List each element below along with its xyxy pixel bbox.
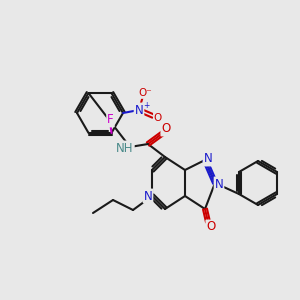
Text: O: O xyxy=(154,113,162,123)
Text: N: N xyxy=(214,178,224,190)
Text: NH: NH xyxy=(116,142,134,154)
Text: F: F xyxy=(107,113,114,126)
Text: O: O xyxy=(161,122,171,136)
Text: O: O xyxy=(206,220,216,233)
Text: N: N xyxy=(204,152,212,166)
Text: N: N xyxy=(135,103,143,116)
Text: O⁻: O⁻ xyxy=(138,88,152,98)
Text: N: N xyxy=(144,190,152,202)
Text: +: + xyxy=(143,100,149,109)
